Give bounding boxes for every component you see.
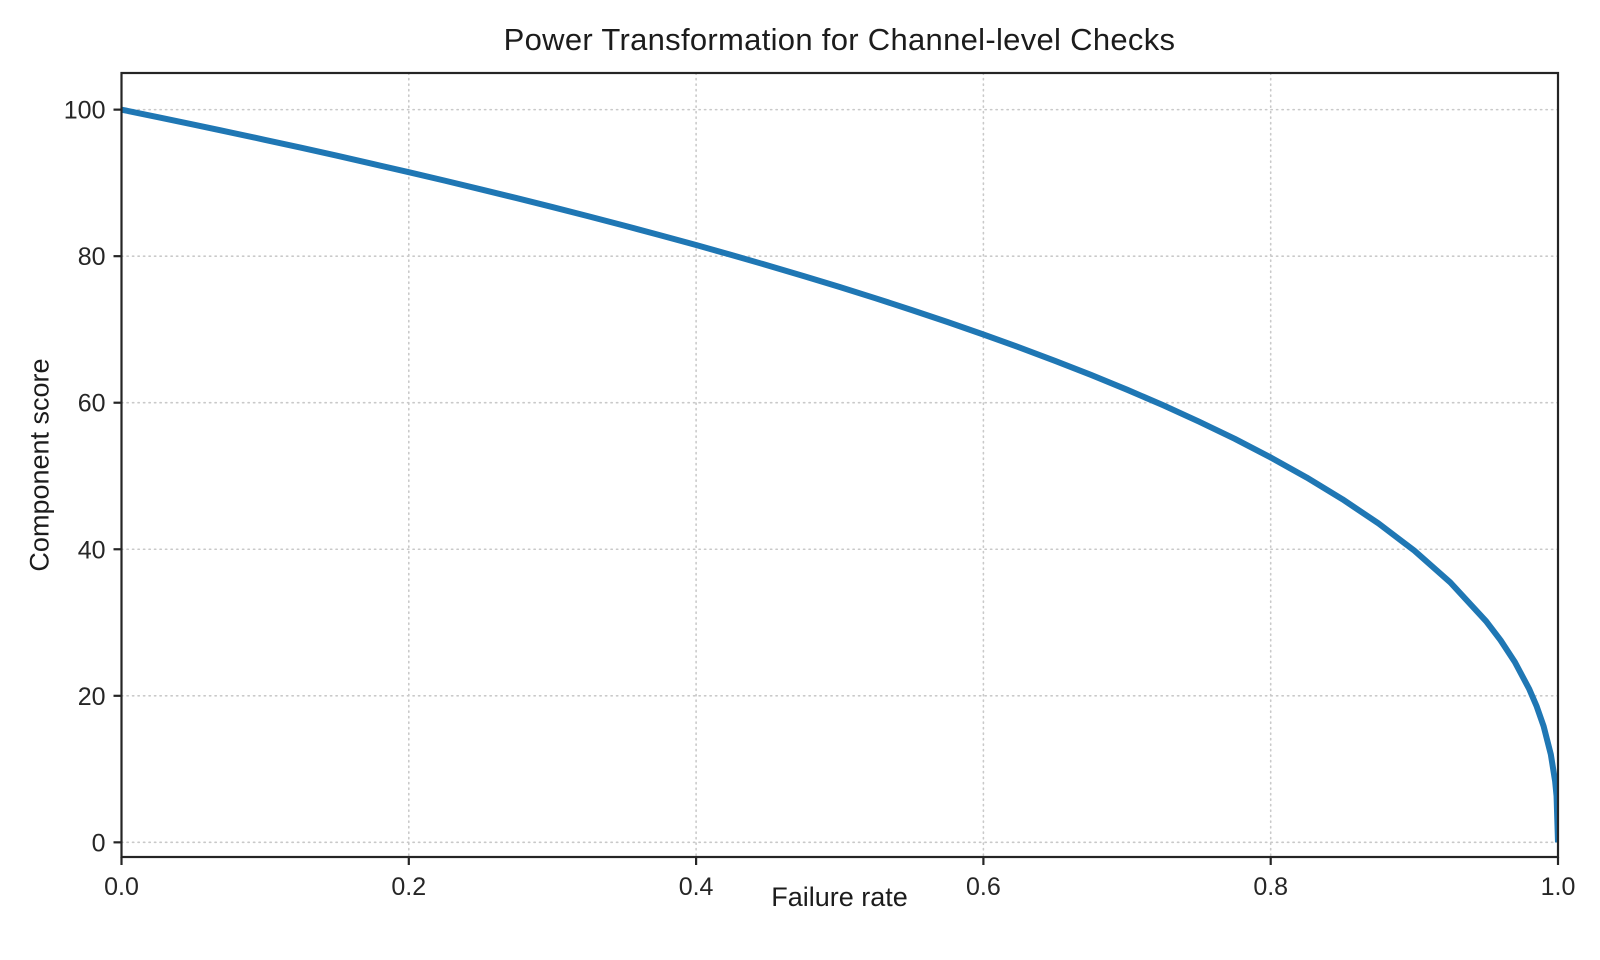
tick-label-y-80: 80 — [78, 243, 106, 271]
y-axis-label: Component score — [24, 358, 55, 572]
tick-label-x-0.6: 0.6 — [966, 873, 1001, 901]
tick-label-x-0.4: 0.4 — [679, 873, 714, 901]
tick-label-y-100: 100 — [64, 97, 106, 125]
tick-label-y-0: 0 — [92, 829, 106, 857]
tick-label-x-1.0: 1.0 — [1541, 873, 1576, 901]
chart-title: Power Transformation for Channel-level C… — [503, 22, 1176, 57]
series-line-component-score-curve — [121, 106, 1558, 843]
tick-label-x-0.8: 0.8 — [1253, 873, 1288, 901]
tick-label-y-40: 40 — [78, 536, 106, 564]
tick-label-x-0.2: 0.2 — [391, 873, 426, 901]
x-axis-label: Failure rate — [771, 882, 908, 912]
tick-label-y-60: 60 — [78, 390, 106, 418]
tick-label-y-20: 20 — [78, 683, 106, 711]
tick-label-x-0.0: 0.0 — [104, 873, 139, 901]
plot-border — [120, 71, 1560, 859]
